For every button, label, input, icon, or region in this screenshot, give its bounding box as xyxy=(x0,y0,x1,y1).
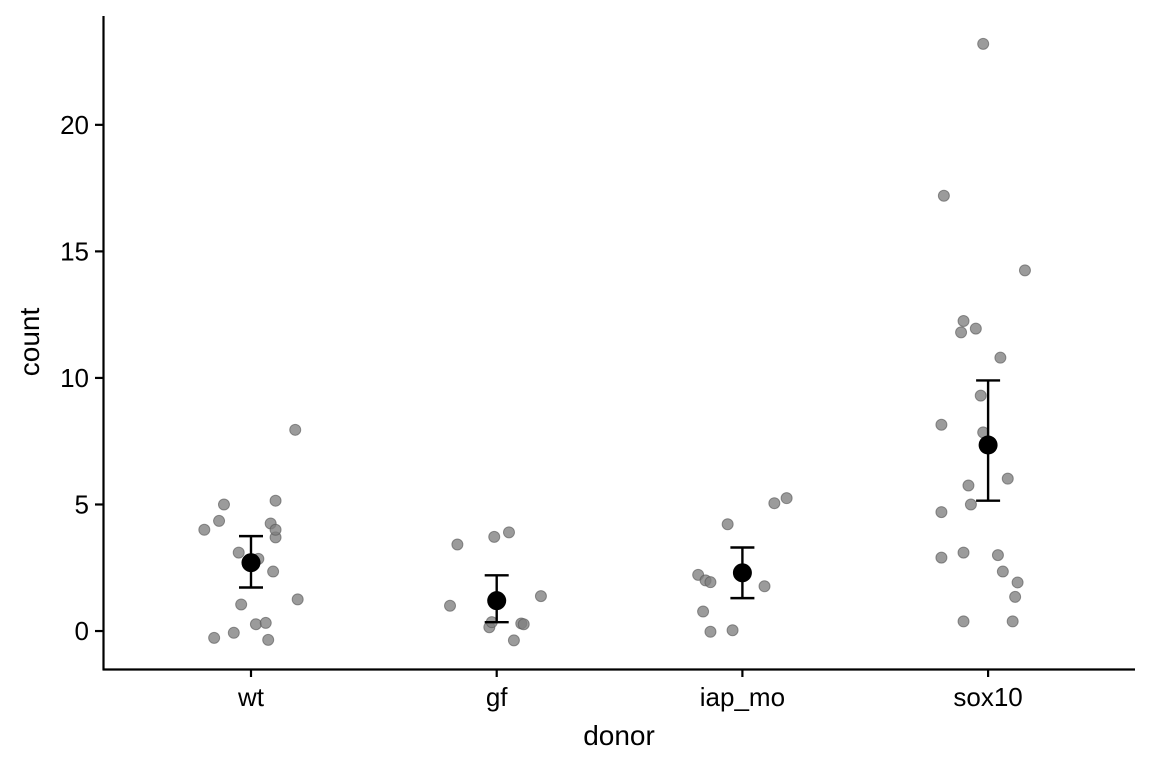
data-point xyxy=(289,423,302,436)
mean-point xyxy=(978,435,998,455)
x-tick-label: sox10 xyxy=(953,682,1022,712)
y-tick-label: 10 xyxy=(60,363,89,393)
data-point xyxy=(935,418,948,431)
data-point xyxy=(232,546,245,559)
data-point xyxy=(962,479,975,492)
data-point xyxy=(935,551,948,564)
data-point xyxy=(267,565,280,578)
data-point xyxy=(768,497,781,510)
data-points xyxy=(198,37,1031,647)
data-point xyxy=(217,498,230,511)
data-point xyxy=(1009,590,1022,603)
data-point xyxy=(991,549,1004,562)
data-point xyxy=(1011,576,1024,589)
mean-point xyxy=(487,591,507,611)
y-tick-label: 0 xyxy=(75,616,89,646)
x-axis-title: donor xyxy=(583,720,655,751)
data-point xyxy=(208,631,221,644)
data-point xyxy=(1001,472,1014,485)
data-point xyxy=(721,518,734,531)
y-axis-title: count xyxy=(14,308,45,377)
data-point xyxy=(780,492,793,505)
data-point xyxy=(227,626,240,639)
data-point xyxy=(269,523,282,536)
data-point xyxy=(1018,264,1031,277)
data-point xyxy=(955,326,968,339)
x-tick-label: gf xyxy=(486,682,508,712)
data-point xyxy=(534,590,547,603)
data-point xyxy=(957,615,970,628)
data-point xyxy=(213,514,226,527)
mean-point xyxy=(732,563,752,583)
data-point xyxy=(262,633,275,646)
summary-marks xyxy=(239,379,1001,624)
y-tick-label: 15 xyxy=(60,236,89,266)
data-point xyxy=(697,605,710,618)
data-point xyxy=(517,618,530,631)
data-point xyxy=(726,624,739,637)
x-tick-label: wt xyxy=(237,682,265,712)
data-point xyxy=(269,494,282,507)
data-point xyxy=(291,593,304,606)
data-point xyxy=(502,526,515,539)
data-point xyxy=(451,538,464,551)
x-tick-label: iap_mo xyxy=(700,682,785,712)
data-point xyxy=(974,389,987,402)
y-ticks: 0 5 10 15 20 xyxy=(60,110,103,646)
data-point xyxy=(957,314,970,327)
data-point xyxy=(259,616,272,629)
y-tick-label: 5 xyxy=(75,489,89,519)
data-point xyxy=(937,189,950,202)
axes xyxy=(102,16,1135,671)
data-point xyxy=(235,598,248,611)
data-point xyxy=(957,546,970,559)
data-point xyxy=(704,576,717,589)
data-point xyxy=(994,351,1007,364)
data-point xyxy=(488,530,501,543)
y-tick-label: 20 xyxy=(60,110,89,140)
data-point xyxy=(198,523,211,536)
data-point xyxy=(977,37,990,50)
data-point xyxy=(935,506,948,519)
data-point xyxy=(964,498,977,511)
data-point xyxy=(507,634,520,647)
data-point xyxy=(758,580,771,593)
data-point xyxy=(969,322,982,335)
data-point xyxy=(704,625,717,638)
data-point xyxy=(996,565,1009,578)
mean-point xyxy=(241,553,261,573)
data-point xyxy=(444,599,457,612)
data-point xyxy=(1006,615,1019,628)
x-ticks: wt gf iap_mo sox10 xyxy=(237,669,1023,712)
data-point xyxy=(249,618,262,631)
